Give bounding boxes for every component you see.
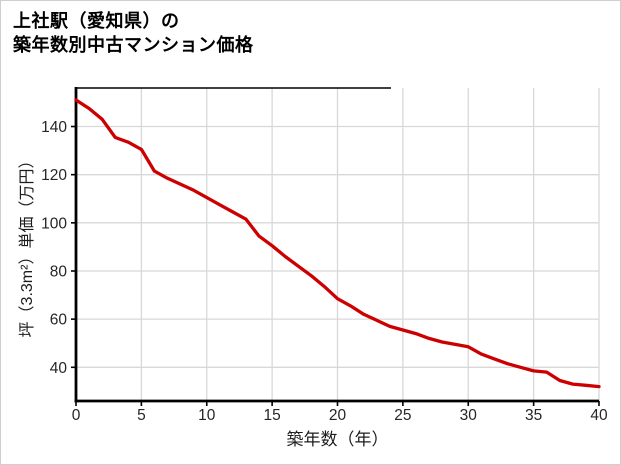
x-tick-label: 5 — [137, 407, 146, 424]
chart-title-line-2: 築年数別中古マンション価格 — [13, 34, 254, 55]
price-line — [74, 98, 601, 389]
y-tick-label: 60 — [50, 312, 68, 329]
chart-title: 上社駅（愛知県）の 築年数別中古マンション価格 — [13, 10, 254, 58]
x-tick-label: 15 — [264, 407, 281, 424]
y-tick-label: 100 — [41, 215, 67, 232]
y-tick-label: 80 — [50, 263, 68, 280]
y-tick-label: 140 — [41, 119, 67, 136]
x-tick-label: 30 — [460, 407, 478, 424]
x-tick-label: 10 — [198, 407, 216, 424]
x-tick-label: 35 — [525, 407, 542, 424]
x-tick-label: 20 — [329, 407, 347, 424]
x-tick-label: 40 — [590, 407, 608, 424]
chart-title-line-1: 上社駅（愛知県）の — [13, 11, 180, 31]
y-tick-label: 120 — [41, 167, 67, 184]
x-tick-label: 25 — [394, 407, 411, 424]
y-axis-label: 坪（3.3m²）単価（万円） — [19, 152, 36, 338]
y-tick-label: 40 — [50, 360, 68, 377]
x-tick-label: 0 — [72, 407, 81, 424]
x-axis-label: 築年数（年） — [286, 430, 389, 449]
